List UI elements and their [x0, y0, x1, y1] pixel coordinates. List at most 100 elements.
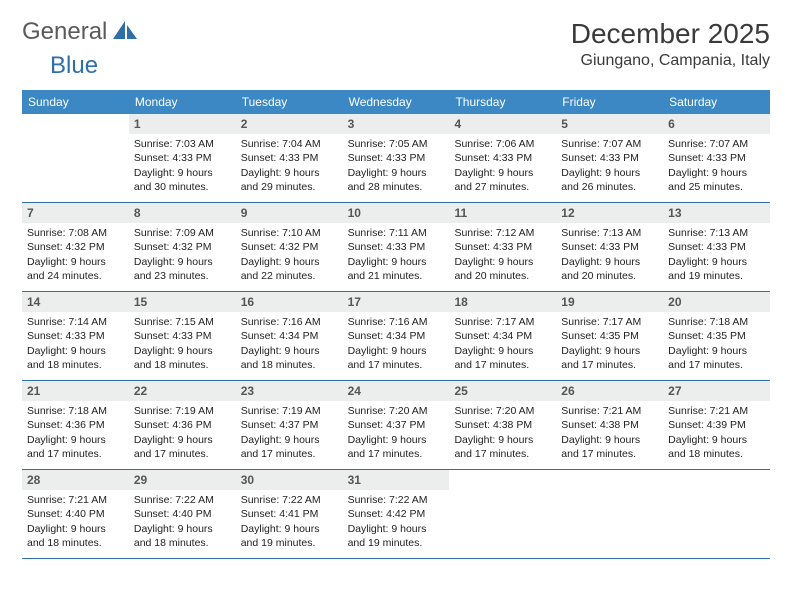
day-cell: 30Sunrise: 7:22 AMSunset: 4:41 PMDayligh… [236, 470, 343, 558]
day-number: 1 [129, 114, 236, 134]
sunrise-text: Sunrise: 7:17 AM [561, 315, 658, 329]
daylight-text: Daylight: 9 hours [348, 433, 445, 447]
weekday-header: Sunday [22, 90, 129, 114]
sunset-text: Sunset: 4:34 PM [454, 329, 551, 343]
sunrise-text: Sunrise: 7:03 AM [134, 137, 231, 151]
sunset-text: Sunset: 4:33 PM [561, 240, 658, 254]
logo: General [22, 18, 141, 46]
day-cell: 15Sunrise: 7:15 AMSunset: 4:33 PMDayligh… [129, 292, 236, 380]
daylight-text: Daylight: 9 hours [134, 344, 231, 358]
day-number: 27 [663, 381, 770, 401]
sunset-text: Sunset: 4:33 PM [348, 151, 445, 165]
sunset-text: Sunset: 4:42 PM [348, 507, 445, 521]
daylight-text: and 21 minutes. [348, 269, 445, 283]
sunset-text: Sunset: 4:33 PM [454, 240, 551, 254]
daylight-text: and 17 minutes. [27, 447, 124, 461]
day-cell: 17Sunrise: 7:16 AMSunset: 4:34 PMDayligh… [343, 292, 450, 380]
day-cell: 16Sunrise: 7:16 AMSunset: 4:34 PMDayligh… [236, 292, 343, 380]
daylight-text: Daylight: 9 hours [348, 522, 445, 536]
daylight-text: and 29 minutes. [241, 180, 338, 194]
sunrise-text: Sunrise: 7:14 AM [27, 315, 124, 329]
daylight-text: and 17 minutes. [454, 447, 551, 461]
daylight-text: Daylight: 9 hours [454, 344, 551, 358]
daylight-text: and 18 minutes. [27, 358, 124, 372]
daylight-text: and 23 minutes. [134, 269, 231, 283]
day-cell: 9Sunrise: 7:10 AMSunset: 4:32 PMDaylight… [236, 203, 343, 291]
day-number: 10 [343, 203, 450, 223]
daylight-text: Daylight: 9 hours [561, 433, 658, 447]
day-number: 29 [129, 470, 236, 490]
daylight-text: Daylight: 9 hours [348, 166, 445, 180]
sunrise-text: Sunrise: 7:05 AM [348, 137, 445, 151]
day-number: 2 [236, 114, 343, 134]
sunset-text: Sunset: 4:34 PM [241, 329, 338, 343]
daylight-text: and 17 minutes. [241, 447, 338, 461]
day-cell: 11Sunrise: 7:12 AMSunset: 4:33 PMDayligh… [449, 203, 556, 291]
day-cell: 6Sunrise: 7:07 AMSunset: 4:33 PMDaylight… [663, 114, 770, 202]
sunrise-text: Sunrise: 7:21 AM [561, 404, 658, 418]
day-number: 16 [236, 292, 343, 312]
sunset-text: Sunset: 4:34 PM [348, 329, 445, 343]
sunrise-text: Sunrise: 7:16 AM [241, 315, 338, 329]
day-cell: 25Sunrise: 7:20 AMSunset: 4:38 PMDayligh… [449, 381, 556, 469]
week-row: 21Sunrise: 7:18 AMSunset: 4:36 PMDayligh… [22, 381, 770, 470]
weekday-header-row: SundayMondayTuesdayWednesdayThursdayFrid… [22, 90, 770, 114]
sunset-text: Sunset: 4:36 PM [134, 418, 231, 432]
sunrise-text: Sunrise: 7:19 AM [241, 404, 338, 418]
day-cell: 1Sunrise: 7:03 AMSunset: 4:33 PMDaylight… [129, 114, 236, 202]
daylight-text: and 25 minutes. [668, 180, 765, 194]
daylight-text: Daylight: 9 hours [27, 433, 124, 447]
sunrise-text: Sunrise: 7:07 AM [561, 137, 658, 151]
daylight-text: and 17 minutes. [134, 447, 231, 461]
sunrise-text: Sunrise: 7:18 AM [668, 315, 765, 329]
sunset-text: Sunset: 4:33 PM [454, 151, 551, 165]
sail-icon [111, 19, 139, 46]
day-cell: 29Sunrise: 7:22 AMSunset: 4:40 PMDayligh… [129, 470, 236, 558]
day-number: 12 [556, 203, 663, 223]
sunrise-text: Sunrise: 7:13 AM [668, 226, 765, 240]
day-cell: 28Sunrise: 7:21 AMSunset: 4:40 PMDayligh… [22, 470, 129, 558]
day-cell: 14Sunrise: 7:14 AMSunset: 4:33 PMDayligh… [22, 292, 129, 380]
day-cell: 19Sunrise: 7:17 AMSunset: 4:35 PMDayligh… [556, 292, 663, 380]
day-cell: 2Sunrise: 7:04 AMSunset: 4:33 PMDaylight… [236, 114, 343, 202]
sunset-text: Sunset: 4:37 PM [348, 418, 445, 432]
sunrise-text: Sunrise: 7:13 AM [561, 226, 658, 240]
day-number: 19 [556, 292, 663, 312]
weekday-header: Monday [129, 90, 236, 114]
day-number: 18 [449, 292, 556, 312]
sunrise-text: Sunrise: 7:20 AM [454, 404, 551, 418]
weeks-container: 1Sunrise: 7:03 AMSunset: 4:33 PMDaylight… [22, 114, 770, 559]
daylight-text: Daylight: 9 hours [241, 522, 338, 536]
day-number: 6 [663, 114, 770, 134]
sunrise-text: Sunrise: 7:08 AM [27, 226, 124, 240]
day-number: 21 [22, 381, 129, 401]
daylight-text: Daylight: 9 hours [348, 344, 445, 358]
sunset-text: Sunset: 4:32 PM [241, 240, 338, 254]
calendar: SundayMondayTuesdayWednesdayThursdayFrid… [22, 90, 770, 559]
daylight-text: Daylight: 9 hours [561, 166, 658, 180]
sunrise-text: Sunrise: 7:15 AM [134, 315, 231, 329]
weekday-header: Wednesday [343, 90, 450, 114]
daylight-text: Daylight: 9 hours [454, 433, 551, 447]
daylight-text: Daylight: 9 hours [668, 344, 765, 358]
daylight-text: and 24 minutes. [27, 269, 124, 283]
day-cell [663, 470, 770, 558]
sunrise-text: Sunrise: 7:06 AM [454, 137, 551, 151]
weekday-header: Friday [556, 90, 663, 114]
daylight-text: Daylight: 9 hours [561, 255, 658, 269]
daylight-text: Daylight: 9 hours [454, 166, 551, 180]
day-cell [449, 470, 556, 558]
day-number: 30 [236, 470, 343, 490]
sunset-text: Sunset: 4:35 PM [668, 329, 765, 343]
daylight-text: and 20 minutes. [561, 269, 658, 283]
daylight-text: Daylight: 9 hours [241, 433, 338, 447]
day-number: 3 [343, 114, 450, 134]
sunset-text: Sunset: 4:33 PM [348, 240, 445, 254]
day-cell: 23Sunrise: 7:19 AMSunset: 4:37 PMDayligh… [236, 381, 343, 469]
daylight-text: and 30 minutes. [134, 180, 231, 194]
day-cell: 27Sunrise: 7:21 AMSunset: 4:39 PMDayligh… [663, 381, 770, 469]
day-number: 9 [236, 203, 343, 223]
daylight-text: and 26 minutes. [561, 180, 658, 194]
month-title: December 2025 [571, 18, 770, 50]
sunset-text: Sunset: 4:39 PM [668, 418, 765, 432]
